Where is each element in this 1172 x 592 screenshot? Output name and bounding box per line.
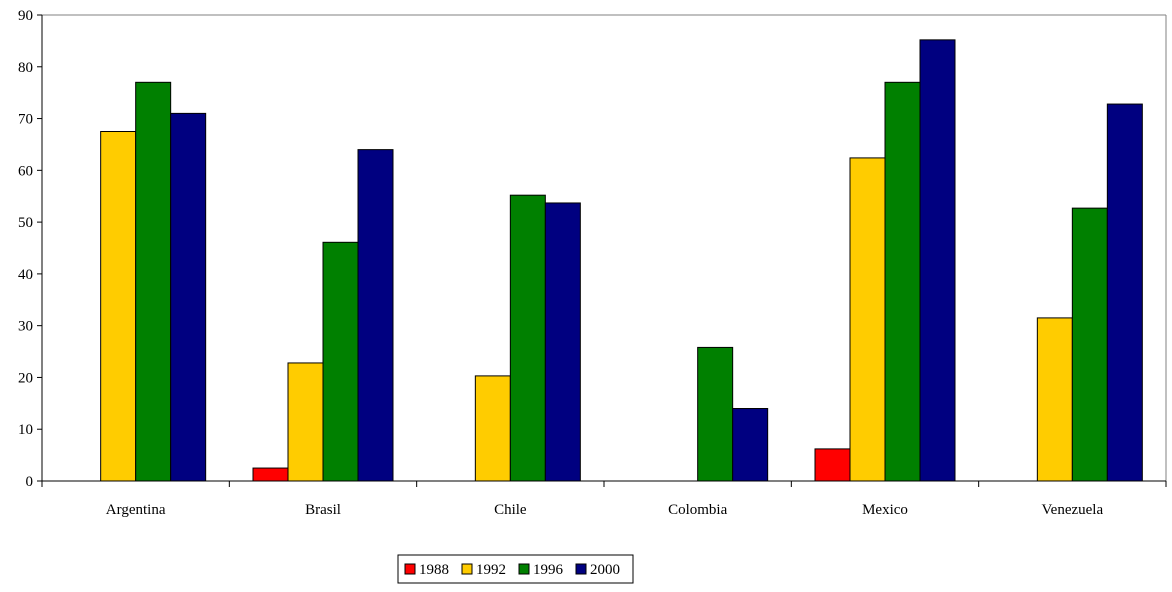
y-tick-label: 30 xyxy=(18,319,33,335)
y-tick-label: 70 xyxy=(18,112,33,128)
bar-1996-argentina xyxy=(135,81,172,482)
x-tick-label: Mexico xyxy=(862,502,908,518)
bar-2000-argentina xyxy=(170,112,207,482)
legend-swatch-1988 xyxy=(404,563,416,575)
y-tick-label: 0 xyxy=(26,474,34,490)
legend-label-1996: 1996 xyxy=(533,562,564,578)
bar-1992-brasil xyxy=(287,362,324,482)
bar-1996-chile xyxy=(509,194,546,482)
x-tick-label: Colombia xyxy=(668,502,728,518)
bar-1992-chile xyxy=(474,375,511,482)
y-tick-label: 20 xyxy=(18,370,33,386)
bar-1988-mexico xyxy=(814,448,851,482)
x-tick-label: Argentina xyxy=(106,502,166,518)
bar-1996-mexico xyxy=(884,81,921,482)
y-tick-label: 90 xyxy=(18,8,33,24)
bar-1992-venezuela xyxy=(1036,317,1073,482)
x-tick-label: Venezuela xyxy=(1042,502,1104,518)
bar-2000-chile xyxy=(544,202,581,482)
bar-1996-brasil xyxy=(322,241,359,482)
y-tick-label: 80 xyxy=(18,60,33,76)
legend: 1988 1992 1996 2000 xyxy=(397,554,634,584)
y-tick-label: 10 xyxy=(18,422,33,438)
bar-2000-brasil xyxy=(357,149,394,482)
bar-1996-colombia xyxy=(697,346,734,482)
legend-label-1992: 1992 xyxy=(476,562,506,578)
bar-1992-mexico xyxy=(849,157,886,482)
bar-2000-mexico xyxy=(919,39,956,482)
legend-label-2000: 2000 xyxy=(590,562,620,578)
axis-labels: 0 10 20 30 40 50 60 70 80 90 Argentina Brasil Chile C… xyxy=(18,8,1103,518)
legend-swatch-1992 xyxy=(461,563,473,575)
bars xyxy=(100,39,1143,482)
x-tick-label: Chile xyxy=(494,502,527,518)
legend-swatch-2000 xyxy=(575,563,587,575)
legend-label-1988: 1988 xyxy=(419,562,449,578)
legend-box xyxy=(397,554,634,584)
y-tick-label: 40 xyxy=(18,267,33,283)
y-tick-label: 60 xyxy=(18,163,33,179)
y-tick-label: 50 xyxy=(18,215,33,231)
bar-1988-brasil xyxy=(252,467,289,482)
bar-2000-venezuela xyxy=(1106,103,1143,482)
bar-1996-venezuela xyxy=(1071,207,1108,482)
bar-1992-argentina xyxy=(100,131,137,482)
axes xyxy=(37,14,1167,487)
bar-2000-colombia xyxy=(732,408,769,482)
x-tick-label: Brasil xyxy=(305,502,341,518)
legend-swatch-1996 xyxy=(518,563,530,575)
